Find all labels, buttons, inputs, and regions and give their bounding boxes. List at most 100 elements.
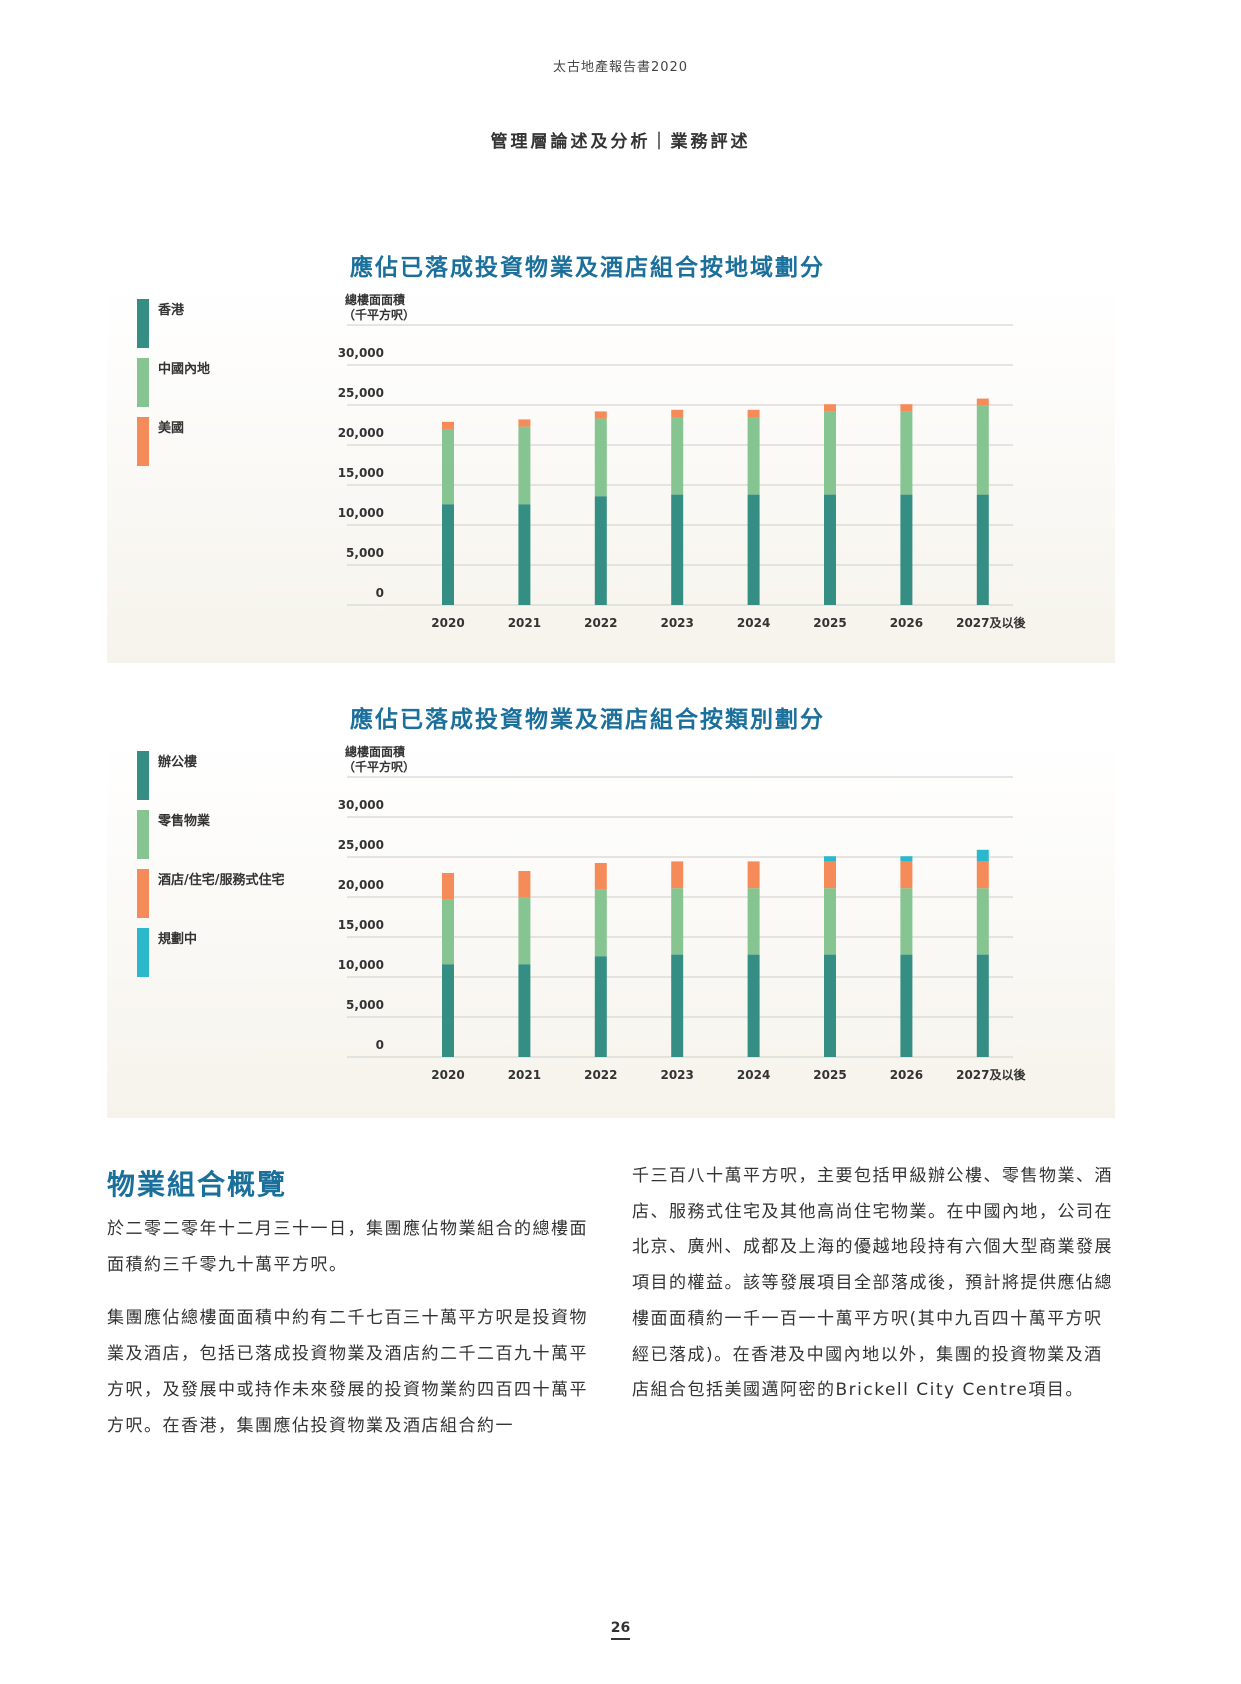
legend-label: 美國 [158,421,185,436]
legend-swatch [137,299,149,348]
bar-segment [824,494,836,605]
x-tick-label: 2025 [813,1068,846,1082]
legend-label: 零售物業 [158,814,211,829]
y-tick-label: 5,000 [346,546,384,560]
section-title: 物業組合概覽 [107,1168,288,1201]
bar-segment [747,861,760,889]
bar-segment [442,421,454,429]
chart-title-region: 應佔已落成投資物業及酒店組合按地域劃分 [350,255,825,281]
x-tick-label: 2020 [431,616,464,630]
chart-panel-type [107,740,1115,1118]
page-number-text: 26 [610,1620,631,1640]
legend-swatch [137,417,149,466]
bar-segment [671,417,684,495]
bar-segment [824,856,836,862]
bar-segment [900,888,913,955]
bar-segment [747,954,760,1057]
bar-segment [594,411,607,419]
bar-segment [976,849,989,862]
bar-segment [976,861,989,889]
bar-segment [518,897,531,965]
bar-segment [442,504,454,605]
bar-segment [442,899,454,965]
paragraph: 於二零二零年十二月三十一日，集團應佔物業組合的總樓面面積約三千零九十萬平方呎。 [107,1219,588,1275]
bar-segment [442,873,454,900]
bar-segment [671,954,684,1057]
bar-segment [671,409,684,417]
x-tick-label: 2026 [890,1068,923,1082]
report-title: 太古地產報告書2020 [552,60,689,75]
bar-segment [824,404,836,412]
y-tick-label: 10,000 [338,506,384,520]
bar-segment [671,861,684,889]
bar-segment [747,494,760,605]
x-tick-label: 2024 [737,1068,770,1082]
y-tick-label: 0 [376,1038,384,1052]
y-axis-label: （千平方呎） [343,307,415,322]
x-tick-label: 2021 [508,1068,541,1082]
paragraph: 集團應佔總樓面面積中約有二千七百三十萬平方呎是投資物業及酒店，包括已落成投資物業… [107,1308,588,1436]
bar-segment [594,496,607,605]
chart-region: 總樓面面積（千平方呎） 0 5,000 10,000 15,000 20,000 25,00… [338,292,1027,630]
bar-segment [824,954,836,1057]
y-axis-label: 總樓面面積 [345,744,406,759]
bar-segment [518,504,531,605]
y-tick-label: 30,000 [338,798,384,812]
bar-segment [518,426,531,505]
bar-segment [824,861,836,889]
legend-swatch [137,869,149,918]
x-tick-label: 2023 [660,1068,693,1082]
chart-type: 總樓面面積（千平方呎） 0 5,000 10,000 15,000 20,000 25,00… [338,744,1027,1082]
x-tick-label: 2021 [508,616,541,630]
x-tick-label: 2020 [431,1068,464,1082]
legend-label: 中國內地 [158,362,211,377]
y-tick-label: 15,000 [338,918,384,932]
y-axis-label: 總樓面面積 [345,292,406,307]
bar-segment [594,418,607,497]
y-tick-label: 0 [376,586,384,600]
x-tick-label: 2025 [813,616,846,630]
bar-segment [518,964,531,1057]
x-tick-label: 2022 [584,1068,617,1082]
bar-segment [976,494,989,605]
x-tick-label: 2027及以後 [956,1067,1026,1082]
bar-segment [594,863,607,890]
x-tick-label: 2024 [737,616,770,630]
bar-segment [442,964,454,1057]
bar-segment [671,494,684,605]
paragraph: 千三百八十萬平方呎，主要包括甲級辦公樓、零售物業、酒店、服務式住宅及其他高尚住宅… [632,1166,1113,1401]
bar-segment [518,419,531,427]
legend-swatch [137,928,149,977]
right-column: 千三百八十萬平方呎，主要包括甲級辦公樓、零售物業、酒店、服務式住宅及其他高尚住宅… [632,1159,1120,1427]
bar-segment [824,411,836,495]
x-tick-label: 2026 [890,616,923,630]
bar-segment [594,889,607,957]
bar-segment [518,871,531,898]
left-column: 於二零二零年十二月三十一日，集團應佔物業組合的總樓面面積約三千零九十萬平方呎。 … [107,1212,593,1462]
bar-segment [900,861,913,889]
x-tick-label: 2027及以後 [956,615,1026,630]
y-tick-label: 25,000 [338,838,384,852]
bar-segment [442,429,454,505]
bar-segment [594,956,607,1057]
bar-segment [900,954,913,1057]
bar-segment [976,954,989,1057]
legend-swatch [137,751,149,800]
chart-title-type: 應佔已落成投資物業及酒店組合按類別劃分 [350,707,825,733]
bar-segment [976,398,989,406]
y-tick-label: 25,000 [338,386,384,400]
y-tick-label: 20,000 [338,878,384,892]
x-tick-label: 2023 [660,616,693,630]
legend-label: 香港 [158,303,185,318]
legend-label: 酒店/住宅/服務式住宅 [158,873,285,888]
y-tick-label: 30,000 [338,346,384,360]
bar-segment [900,856,913,862]
y-axis-label: （千平方呎） [343,759,415,774]
bar-segment [976,405,989,495]
y-tick-label: 5,000 [346,998,384,1012]
bar-segment [824,888,836,955]
bar-segment [747,888,760,955]
legend-label: 辦公樓 [158,755,198,770]
page-number: 26 [0,1620,1241,1640]
